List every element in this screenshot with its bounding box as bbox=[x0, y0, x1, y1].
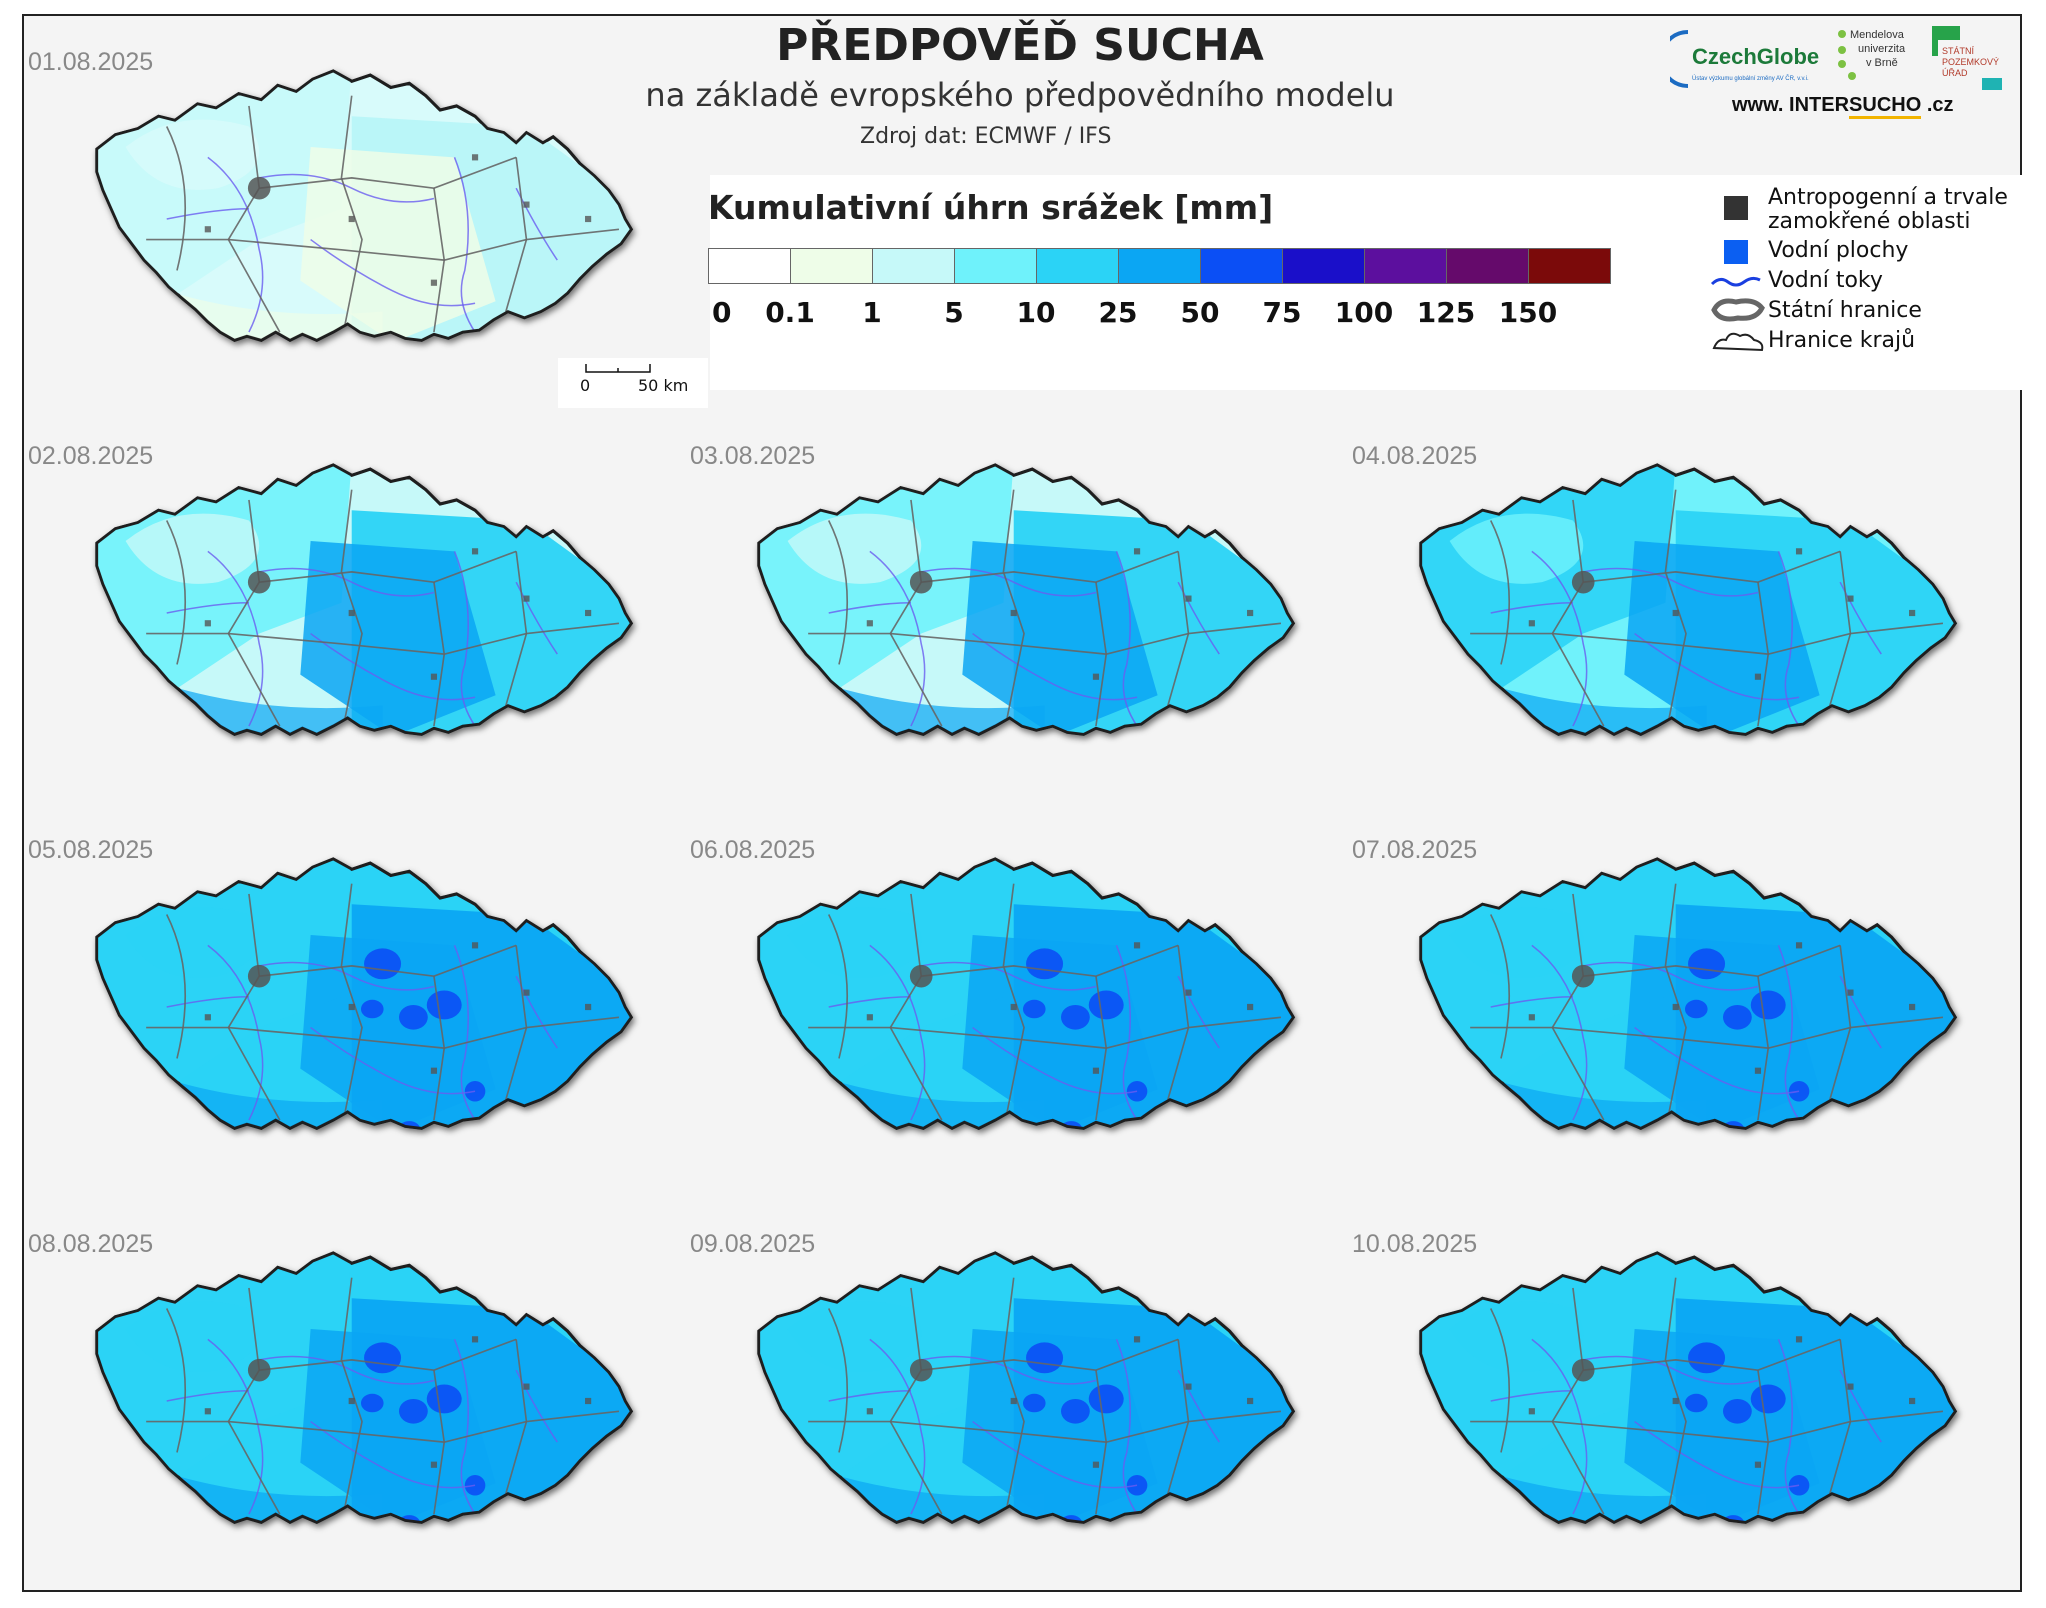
czech-map bbox=[95, 1251, 634, 1525]
website-bold: SUCHO bbox=[1849, 94, 1922, 119]
spu-logo-line1: STÁTNÍ bbox=[1942, 46, 1975, 56]
legend-tick-label: 1 bbox=[862, 296, 882, 329]
legend-tick-label: 125 bbox=[1416, 296, 1476, 329]
map-date: 07.08.2025 bbox=[1352, 836, 1478, 864]
mendel-dot-icon bbox=[1838, 46, 1846, 54]
czechglobe-arc-icon bbox=[1659, 30, 1689, 88]
scale-bar-icon bbox=[585, 364, 651, 373]
legend-tick-label: 150 bbox=[1498, 296, 1558, 329]
mendel-dot-icon bbox=[1838, 30, 1846, 38]
czech-map bbox=[757, 463, 1296, 737]
partner-logos: CzechGlobe Ústav výzkumu globální změny … bbox=[1659, 26, 2002, 90]
legend-title: Kumulativní úhrn srážek [mm] bbox=[708, 188, 1274, 227]
legend-swatch bbox=[1446, 248, 1529, 284]
map-date: 03.08.2025 bbox=[690, 442, 816, 470]
czechglobe-logo-text: CzechGlobe bbox=[1692, 44, 1819, 69]
spu-logo-accent-icon bbox=[1982, 78, 2002, 90]
legend-swatch bbox=[1036, 248, 1119, 284]
data-source: Zdroj dat: ECMWF / IFS bbox=[860, 124, 1112, 149]
czech-map bbox=[1419, 1251, 1958, 1525]
czech-map bbox=[757, 1251, 1296, 1525]
czech-map bbox=[1419, 857, 1958, 1131]
legend-item-label: zamokřené oblasti bbox=[1768, 209, 1971, 234]
legend-item-label: Antropogenní a trvale bbox=[1768, 185, 2008, 210]
logo-area: CzechGlobe Ústav výzkumu globální změny … bbox=[1659, 24, 2010, 94]
spu-logo-line3: ÚŘAD bbox=[1942, 68, 1968, 78]
page-title: PŘEDPOVĚĎ SUCHA bbox=[776, 20, 1264, 71]
dark-square-icon bbox=[1724, 196, 1748, 220]
website-link[interactable]: www. INTERSUCHO .cz bbox=[1732, 94, 1954, 119]
website-suffix: .cz bbox=[1921, 94, 1954, 116]
legend-tick-label: 25 bbox=[1098, 296, 1138, 329]
legend-swatch bbox=[872, 248, 955, 284]
blue-square-icon bbox=[1724, 240, 1748, 264]
legend-swatch bbox=[1282, 248, 1365, 284]
legend-tick-label: 10 bbox=[1016, 296, 1056, 329]
map-date: 08.08.2025 bbox=[28, 1230, 154, 1258]
legend-item-vodni-toky: Vodní toky bbox=[1768, 268, 1883, 293]
legend-swatch bbox=[1118, 248, 1201, 284]
czech-map bbox=[1419, 463, 1958, 737]
map-date: 01.08.2025 bbox=[28, 48, 154, 76]
legend-swatch bbox=[708, 248, 791, 284]
legend-swatch bbox=[1528, 248, 1611, 284]
scale-start-label: 0 bbox=[580, 376, 591, 395]
legend-swatch bbox=[790, 248, 873, 284]
legend-tick-label: 50 bbox=[1180, 296, 1220, 329]
spu-logo-mark-icon bbox=[1932, 26, 1938, 56]
legend-item-antropogenni: Antropogenní a trvale zamokřené oblasti bbox=[1768, 186, 2008, 234]
mendel-dot-icon bbox=[1848, 72, 1856, 80]
czech-map bbox=[95, 857, 634, 1131]
mendel-logo-line1: Mendelova bbox=[1850, 29, 1905, 41]
mendel-dot-icon bbox=[1838, 60, 1846, 68]
spu-logo-line2: POZEMKOVÝ bbox=[1942, 57, 1999, 67]
czech-map bbox=[95, 69, 634, 343]
legend-swatch bbox=[954, 248, 1037, 284]
river-line-icon bbox=[1710, 276, 1761, 287]
region-border-icon bbox=[1712, 332, 1764, 352]
legend-item-hranice-kraju: Hranice krajů bbox=[1768, 328, 1916, 353]
czechglobe-logo-subtext: Ústav výzkumu globální změny AV ČR, v.v.… bbox=[1692, 75, 1809, 82]
website-prefix: www. INTER bbox=[1732, 94, 1850, 116]
scale-end-label: 50 km bbox=[638, 376, 689, 395]
legend-tick-label: 0.1 bbox=[765, 296, 815, 329]
map-date: 09.08.2025 bbox=[690, 1230, 816, 1258]
mendel-logo-line3: v Brně bbox=[1866, 57, 1898, 69]
scale-bar: 0 50 km bbox=[558, 358, 708, 408]
legend-tick-label: 0 bbox=[712, 296, 732, 329]
state-border-icon bbox=[1711, 298, 1765, 322]
map-date: 02.08.2025 bbox=[28, 442, 154, 470]
legend-tick-label: 5 bbox=[944, 296, 964, 329]
mendel-logo-line2: univerzita bbox=[1858, 43, 1906, 55]
map-date: 04.08.2025 bbox=[1352, 442, 1478, 470]
map-date: 06.08.2025 bbox=[690, 836, 816, 864]
legend-tick-label: 100 bbox=[1334, 296, 1394, 329]
legend-tick-label: 75 bbox=[1262, 296, 1302, 329]
czech-map bbox=[95, 463, 634, 737]
legend-swatch bbox=[1200, 248, 1283, 284]
legend-swatch bbox=[1364, 248, 1447, 284]
legend-item-statni-hranice: Státní hranice bbox=[1768, 298, 1922, 323]
legend-item-vodni-plochy: Vodní plochy bbox=[1768, 238, 1909, 263]
page-subtitle: na základě evropského předpovědního mode… bbox=[645, 76, 1395, 114]
map-date: 10.08.2025 bbox=[1352, 1230, 1478, 1258]
map-date: 05.08.2025 bbox=[28, 836, 154, 864]
spu-logo-mark-icon bbox=[1932, 26, 1960, 40]
czech-map bbox=[757, 857, 1296, 1131]
